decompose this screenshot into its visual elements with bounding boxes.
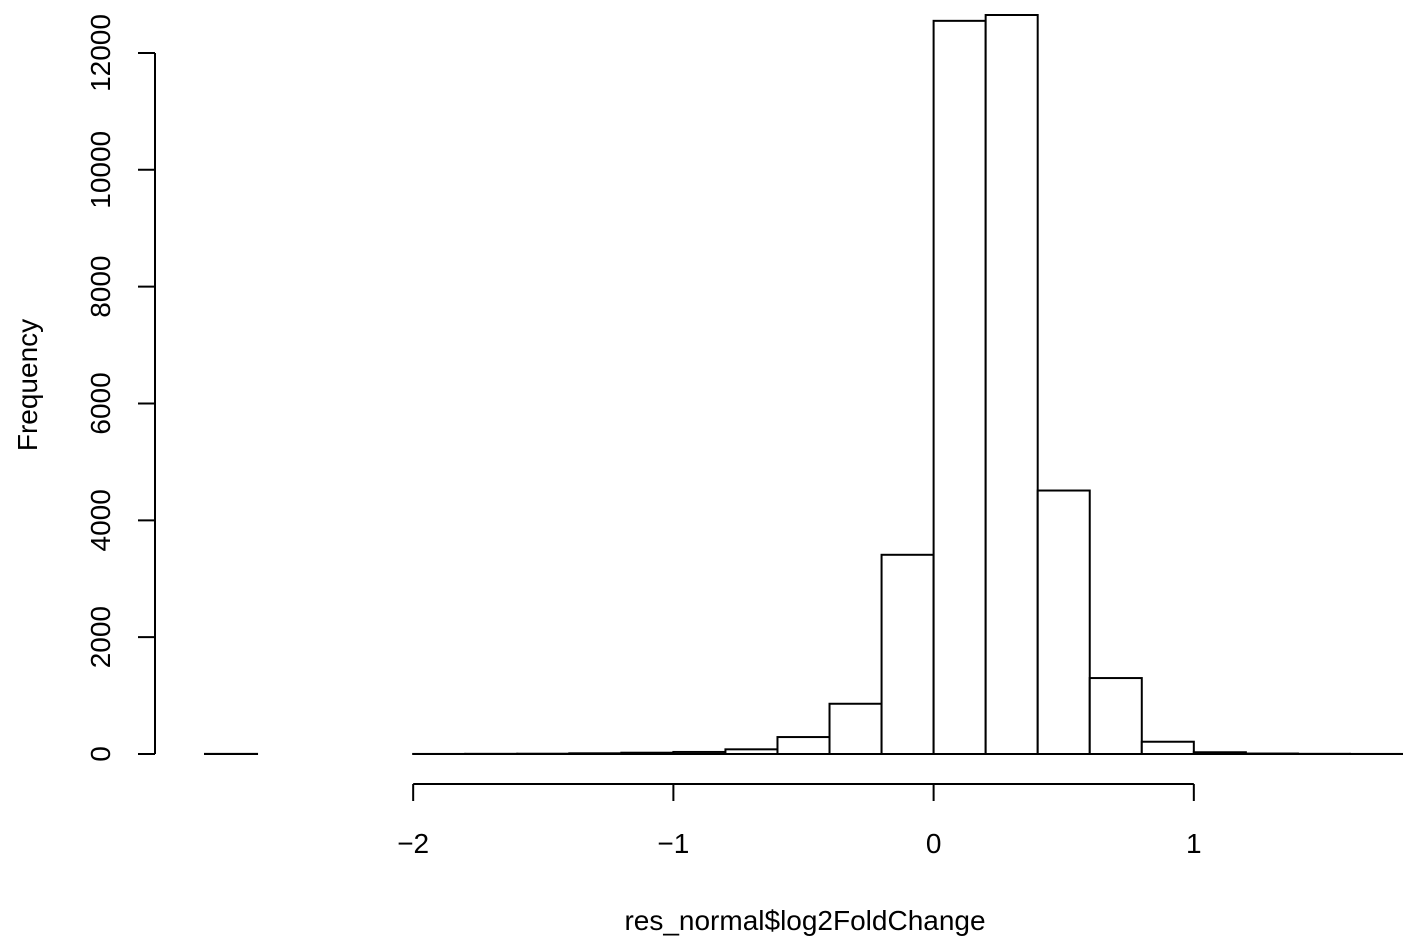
x-axis-title: res_normal$log2FoldChange <box>624 905 985 936</box>
histogram-bar <box>620 751 675 755</box>
y-axis: 0 2000 4000 6000 8000 10000 12000 <box>85 14 156 762</box>
histogram-bar <box>724 748 779 755</box>
histogram-bars <box>204 14 1404 756</box>
histogram-bar <box>984 14 1039 755</box>
histogram-bar <box>568 752 623 755</box>
y-tick-label: 12000 <box>85 14 116 92</box>
y-tick-label: 4000 <box>85 489 116 551</box>
y-tick-label: 2000 <box>85 606 116 668</box>
x-tick-label: 1 <box>1186 828 1202 859</box>
histogram-bar <box>1036 489 1091 755</box>
x-tick-label: −1 <box>657 828 689 859</box>
y-tick-label: 6000 <box>85 372 116 434</box>
x-axis: −2 −1 0 1 <box>397 783 1202 859</box>
histogram-bar <box>1088 677 1143 756</box>
histogram-bar <box>932 19 987 755</box>
histogram-bar <box>776 736 831 755</box>
y-tick-label: 0 <box>85 746 116 762</box>
y-axis-title: Frequency <box>12 319 43 451</box>
x-tick-label: 0 <box>926 828 942 859</box>
histogram-bar <box>880 553 935 756</box>
x-tick-label: −2 <box>397 828 429 859</box>
y-tick-label: 8000 <box>85 255 116 317</box>
histogram-bar <box>828 702 883 756</box>
histogram-bar <box>1192 751 1247 756</box>
histogram-bar <box>672 750 727 755</box>
y-tick-label: 10000 <box>85 131 116 209</box>
histogram-bar <box>1140 740 1195 755</box>
